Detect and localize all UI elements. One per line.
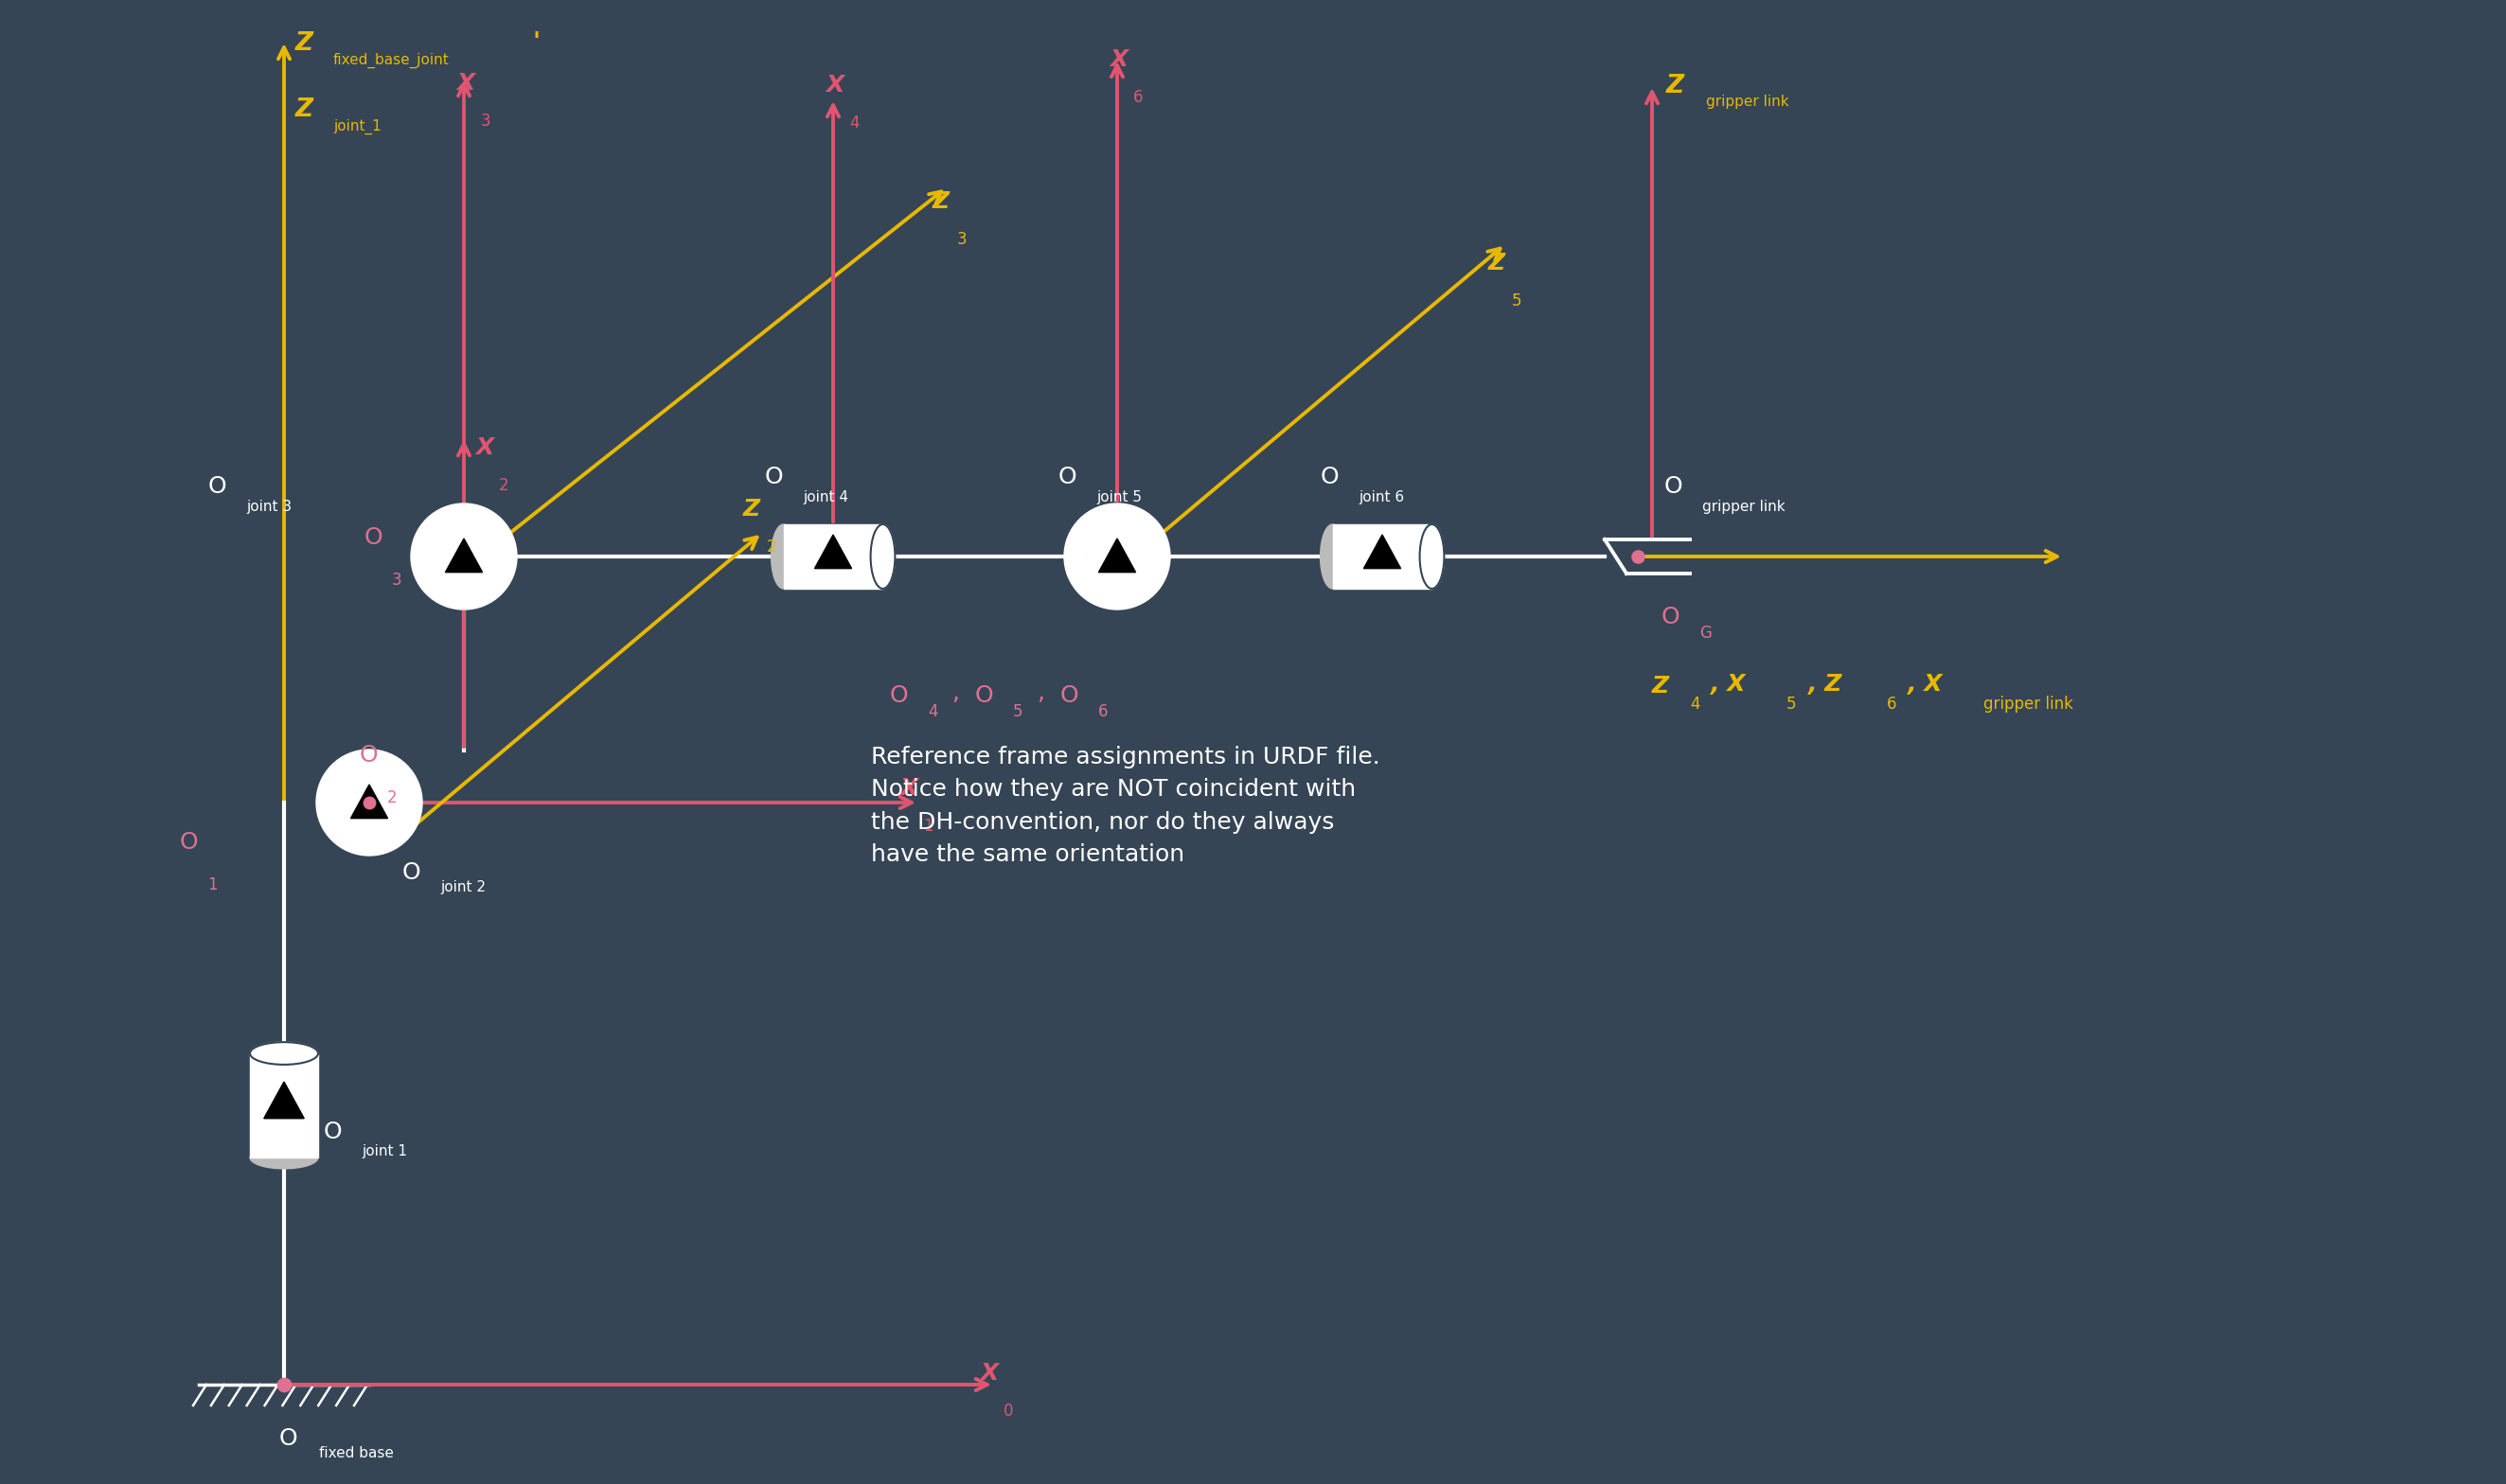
Text: O: O (1661, 605, 1679, 628)
Text: 2: 2 (767, 539, 777, 555)
Text: O: O (363, 527, 383, 549)
Text: O: O (278, 1428, 298, 1450)
Bar (1333, 524, 1431, 589)
Text: X: X (824, 74, 845, 96)
Polygon shape (1363, 534, 1401, 568)
Text: O: O (323, 1120, 343, 1143)
Text: fixed_base_joint: fixed_base_joint (333, 53, 449, 68)
Text: joint_1: joint_1 (333, 119, 381, 135)
Text: 5: 5 (1012, 703, 1022, 720)
Text: O: O (1058, 466, 1078, 488)
Text: X: X (980, 1362, 997, 1385)
Text: G: G (1699, 625, 1712, 641)
Text: X: X (476, 436, 494, 459)
Text: ,: , (952, 681, 960, 703)
Bar (784, 524, 882, 589)
Text: O: O (890, 684, 910, 706)
Text: gripper link: gripper link (1707, 95, 1789, 108)
Bar (251, 1054, 318, 1158)
Text: joint 2: joint 2 (441, 880, 486, 895)
Text: 4: 4 (850, 114, 860, 131)
Text: gripper link: gripper link (1982, 696, 2072, 712)
Text: ,: , (1037, 681, 1045, 703)
Text: O: O (1664, 475, 1684, 497)
Polygon shape (446, 539, 484, 573)
Ellipse shape (870, 524, 895, 589)
Text: joint 1: joint 1 (361, 1144, 406, 1158)
Ellipse shape (251, 1042, 318, 1064)
Text: 4: 4 (927, 703, 937, 720)
Text: 5: 5 (1787, 696, 1797, 712)
Point (263, 1373, 303, 1396)
Ellipse shape (1321, 524, 1346, 589)
Text: Reference frame assignments in URDF file.
Notice how they are NOT coincident wit: Reference frame assignments in URDF file… (872, 746, 1381, 867)
Text: Z: Z (1666, 74, 1684, 98)
Text: ': ' (531, 31, 539, 56)
Ellipse shape (1421, 524, 1443, 589)
Text: O: O (975, 684, 995, 706)
Point (348, 791, 388, 815)
Point (1619, 545, 1659, 568)
Text: 3: 3 (957, 230, 967, 248)
Text: O: O (1060, 684, 1080, 706)
Circle shape (1065, 503, 1170, 610)
Text: 2: 2 (386, 789, 396, 806)
Text: 6: 6 (1098, 703, 1108, 720)
Text: O: O (1321, 466, 1338, 488)
Text: , Z: , Z (1809, 672, 1842, 696)
Text: 6: 6 (1133, 89, 1143, 105)
Text: Z: Z (296, 98, 313, 122)
Text: joint 4: joint 4 (802, 490, 847, 505)
Text: O: O (403, 861, 421, 884)
Text: 2: 2 (499, 476, 509, 494)
Text: fixed base: fixed base (318, 1445, 393, 1460)
Text: joint 6: joint 6 (1358, 490, 1403, 505)
Ellipse shape (772, 524, 794, 589)
Text: X: X (900, 778, 917, 800)
Polygon shape (263, 1082, 303, 1119)
Text: 5: 5 (1511, 292, 1521, 309)
Text: O: O (180, 831, 198, 853)
Ellipse shape (251, 1146, 318, 1169)
Text: , X: , X (1907, 672, 1942, 696)
Text: Z: Z (932, 190, 950, 212)
Text: O: O (208, 475, 228, 497)
Circle shape (316, 749, 421, 856)
Text: Z: Z (1489, 252, 1506, 275)
Text: Z: Z (744, 497, 759, 521)
Polygon shape (351, 785, 388, 818)
Text: gripper link: gripper link (1702, 500, 1784, 513)
Text: 4: 4 (1689, 696, 1699, 712)
Text: 1: 1 (922, 818, 932, 834)
Text: 3: 3 (391, 571, 401, 589)
Polygon shape (1098, 539, 1135, 573)
Text: joint 3: joint 3 (246, 500, 291, 513)
Text: X: X (456, 71, 474, 95)
Text: , X: , X (1712, 672, 1747, 696)
Text: 3: 3 (481, 113, 491, 129)
Text: 0: 0 (1005, 1402, 1012, 1419)
Text: joint 5: joint 5 (1095, 490, 1143, 505)
Polygon shape (814, 534, 852, 568)
Circle shape (411, 503, 516, 610)
Text: X: X (1110, 49, 1128, 71)
Text: O: O (764, 466, 784, 488)
Text: 6: 6 (1887, 696, 1897, 712)
Text: Z: Z (1651, 675, 1669, 697)
Text: Z: Z (296, 31, 313, 56)
Text: O: O (361, 743, 378, 767)
Text: 1: 1 (208, 877, 218, 893)
